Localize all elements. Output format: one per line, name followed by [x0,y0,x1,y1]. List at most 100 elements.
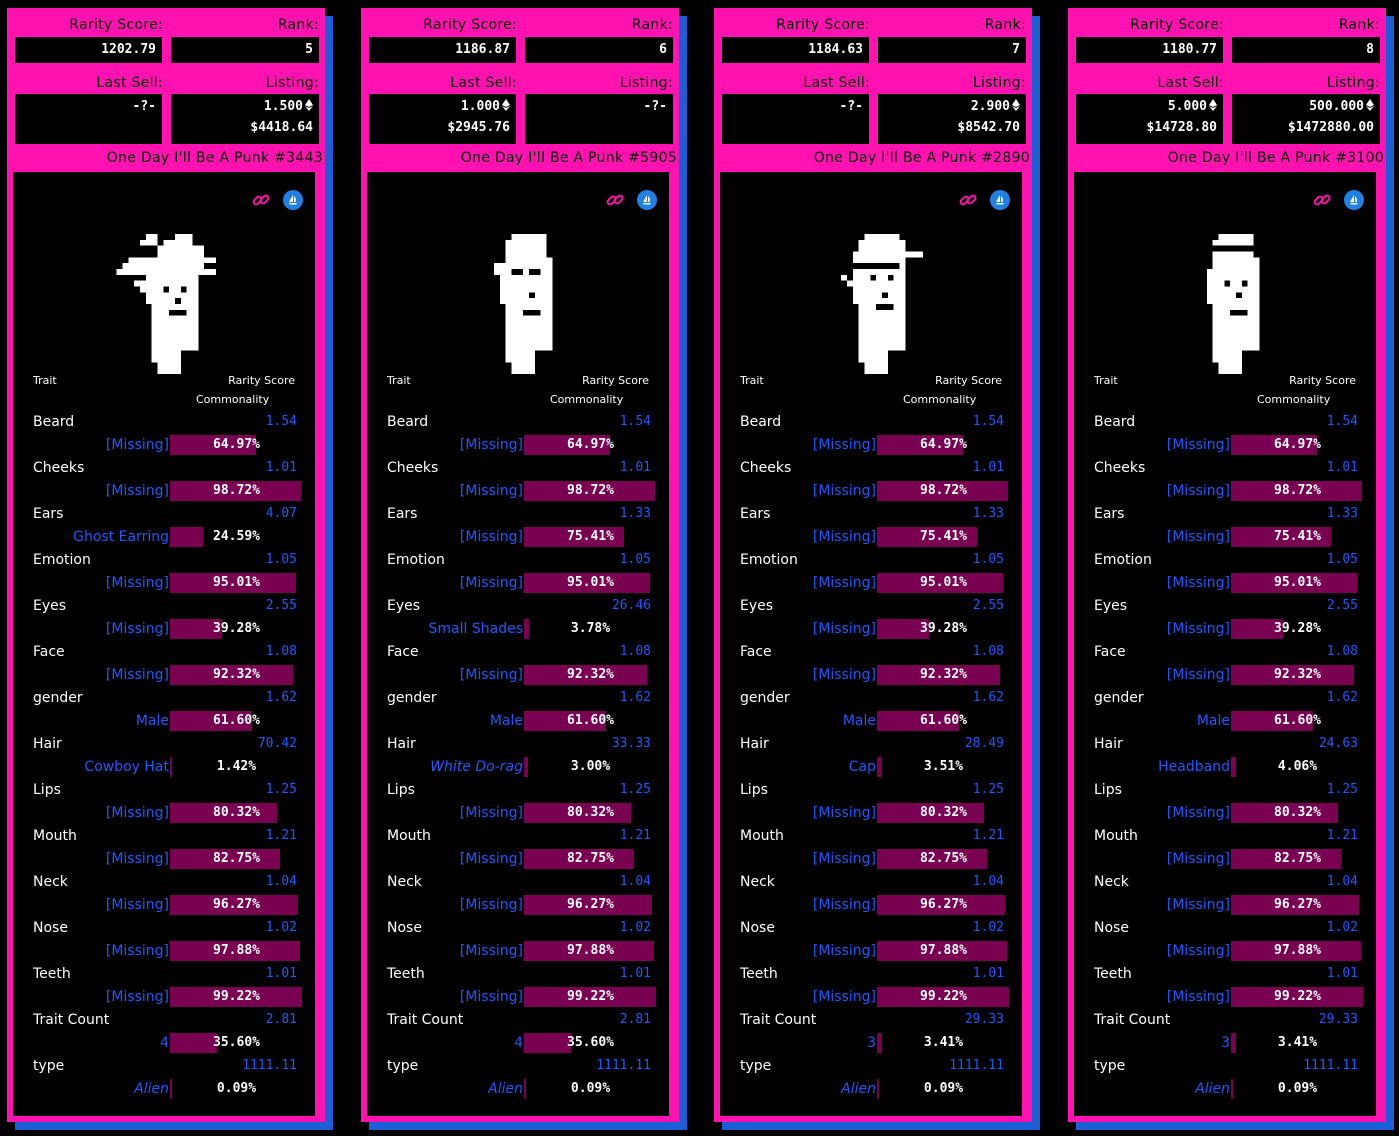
trait-value[interactable]: [Missing] [1166,667,1230,683]
listing-value: 500.000 $1472880.00 [1232,94,1380,144]
trait-value[interactable]: 3 [867,1035,876,1051]
trait-value[interactable]: [Missing] [1166,897,1230,913]
commonality-percent: 95.01% [920,575,967,590]
punk-image [1206,234,1260,374]
trait-value[interactable]: [Missing] [812,483,876,499]
trait-value[interactable]: [Missing] [459,437,523,453]
listing-value-eth: 1.500 [264,99,313,114]
trait-value[interactable]: [Missing] [1166,621,1230,637]
trait-value[interactable]: Ghost Earring [73,529,169,545]
trait-value[interactable]: Male [1196,713,1230,729]
punk-title[interactable]: One Day I'll Be A Punk #5905 [460,150,677,166]
trait-value[interactable]: [Missing] [1166,575,1230,591]
trait-value[interactable]: [Missing] [1166,943,1230,959]
trait-value[interactable]: Male [489,713,523,729]
trait-value[interactable]: [Missing] [459,575,523,591]
trait-value[interactable]: [Missing] [812,667,876,683]
commonality-percent: 98.72% [567,483,614,498]
trait-value[interactable]: [Missing] [812,851,876,867]
opensea-icon[interactable] [990,190,1010,210]
trait-value[interactable]: Male [135,713,169,729]
trait-value[interactable]: [Missing] [105,437,169,453]
commonality-percent: 82.75% [920,851,967,866]
trait-rarity-score: 4.07 [265,506,297,521]
trait-value[interactable]: [Missing] [105,943,169,959]
trait-name: Teeth [387,966,425,982]
trait-value[interactable]: [Missing] [459,805,523,821]
trait-row: type 1111.11 Alien 0.09% [1074,1058,1376,1104]
trait-row: gender 1.62 Male 61.60% [720,690,1022,736]
trait-row: Lips 1.25 [Missing] 80.32% [13,782,315,828]
trait-value[interactable]: [Missing] [812,805,876,821]
trait-value[interactable]: [Missing] [1166,529,1230,545]
trait-value[interactable]: [Missing] [459,897,523,913]
last-sell-value-usd: $2945.76 [447,120,510,135]
link-icon[interactable] [251,190,271,210]
trait-value[interactable]: [Missing] [105,621,169,637]
punk-title[interactable]: One Day I'll Be A Punk #3443 [106,150,323,166]
trait-value[interactable]: Headband [1158,759,1230,775]
trait-value[interactable]: [Missing] [105,805,169,821]
trait-rarity-score: 1.08 [265,644,297,659]
trait-value[interactable]: 4 [160,1035,169,1051]
trait-value[interactable]: [Missing] [459,989,523,1005]
trait-value[interactable]: 4 [514,1035,523,1051]
trait-value[interactable]: [Missing] [812,437,876,453]
trait-value[interactable]: [Missing] [459,851,523,867]
trait-value[interactable]: Alien [488,1081,523,1097]
card-frame: Rarity Score: Rank: Last Sell: Listing: 1202… [7,8,325,1122]
trait-value[interactable]: [Missing] [105,897,169,913]
trait-value[interactable]: Alien [841,1081,876,1097]
trait-value[interactable]: Small Shades [428,621,523,637]
trait-value[interactable]: [Missing] [459,529,523,545]
commonality-bar [1231,757,1236,777]
trait-value[interactable]: [Missing] [1166,437,1230,453]
trait-value[interactable]: [Missing] [1166,483,1230,499]
commonality-percent: 97.88% [213,943,260,958]
link-icon[interactable] [1312,190,1332,210]
trait-value[interactable]: [Missing] [105,851,169,867]
trait-value[interactable]: [Missing] [812,943,876,959]
link-icon[interactable] [958,190,978,210]
trait-value[interactable]: [Missing] [105,483,169,499]
trait-value[interactable]: [Missing] [105,667,169,683]
trait-name: Mouth [1094,828,1138,844]
commonality-bar [524,849,634,869]
trait-value[interactable]: 3 [1221,1035,1230,1051]
commonality-bar [524,1079,526,1099]
trait-rarity-score: 1.21 [619,828,651,843]
trait-row: type 1111.11 Alien 0.09% [720,1058,1022,1104]
opensea-icon[interactable] [283,190,303,210]
trait-value[interactable]: [Missing] [459,667,523,683]
opensea-icon[interactable] [1344,190,1364,210]
trait-value[interactable]: [Missing] [812,621,876,637]
trait-rarity-score: 1.04 [265,874,297,889]
trait-row: Teeth 1.01 [Missing] 99.22% [720,966,1022,1012]
trait-value[interactable]: [Missing] [1166,805,1230,821]
trait-value[interactable]: [Missing] [459,943,523,959]
trait-value[interactable]: [Missing] [812,575,876,591]
rank-value: 6 [525,37,673,63]
trait-value[interactable]: Alien [134,1081,169,1097]
punk-title[interactable]: One Day I'll Be A Punk #3100 [1167,150,1384,166]
trait-value[interactable]: Alien [1195,1081,1230,1097]
trait-value[interactable]: Cowboy Hat [84,759,169,775]
trait-value[interactable]: [Missing] [812,989,876,1005]
trait-value[interactable]: Male [842,713,876,729]
listing-value-eth-text: 1.500 [263,99,303,114]
trait-value[interactable]: [Missing] [459,483,523,499]
trait-value[interactable]: [Missing] [812,897,876,913]
trait-row: Trait Count 2.81 4 35.60% [13,1012,315,1058]
trait-value[interactable]: [Missing] [812,529,876,545]
trait-value[interactable]: Cap [848,759,876,775]
trait-name: Beard [740,414,782,430]
trait-value[interactable]: [Missing] [105,575,169,591]
trait-value[interactable]: [Missing] [1166,851,1230,867]
trait-value[interactable]: [Missing] [105,989,169,1005]
punk-title[interactable]: One Day I'll Be A Punk #2890 [813,150,1030,166]
trait-value[interactable]: White Do-rag [430,759,523,775]
trait-name: Ears [33,506,64,522]
link-icon[interactable] [605,190,625,210]
trait-value[interactable]: [Missing] [1166,989,1230,1005]
opensea-icon[interactable] [637,190,657,210]
